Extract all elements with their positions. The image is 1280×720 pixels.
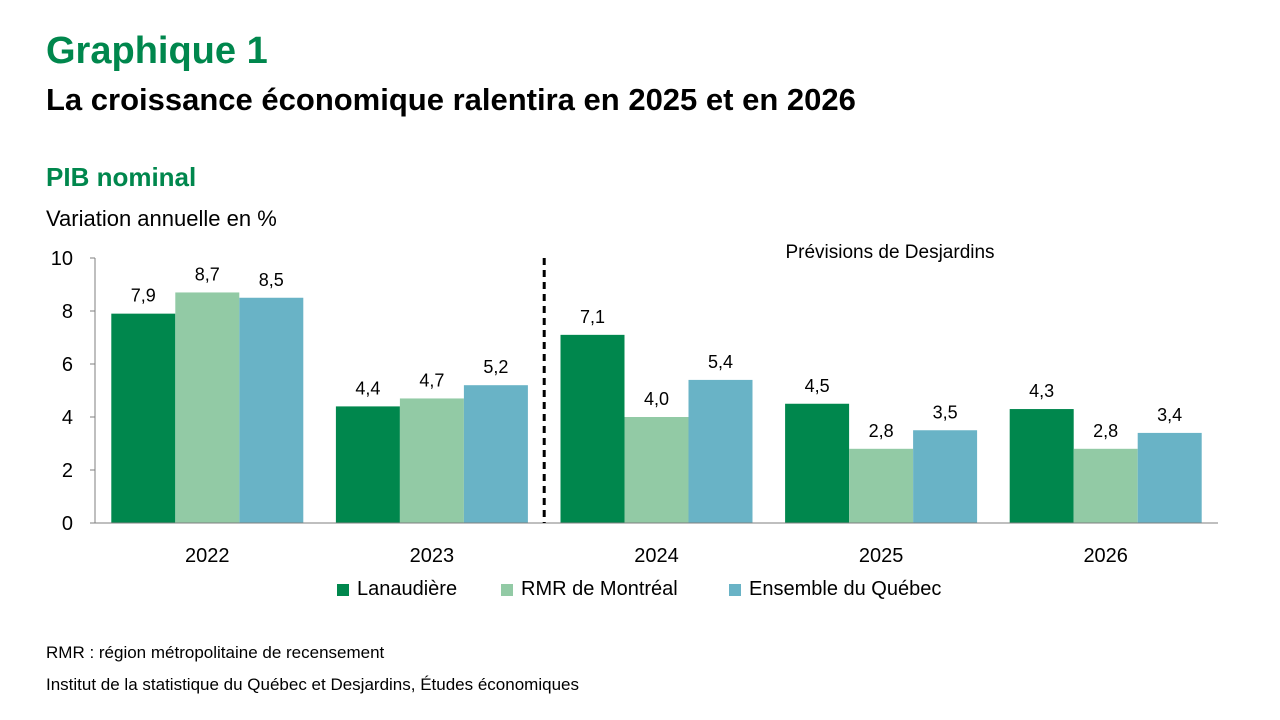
y-tick-label: 10 (51, 248, 73, 270)
data-label: 4,7 (419, 370, 444, 390)
legend-label-lanaudiere: Lanaudière (357, 578, 458, 600)
data-label: 8,5 (259, 270, 284, 290)
legend-item-ensemble-quebec: Ensemble du Québec (729, 578, 941, 601)
bar (688, 379, 753, 523)
bar-chart: 0 2 4 6 8 10 7,9 4,4 7,1 4,5 4,3 8,7 4,7 4,0 2,8 2,8 8,5… (51, 242, 1218, 567)
data-label: 5,2 (483, 357, 508, 377)
bar (1137, 432, 1202, 523)
bar (1073, 448, 1138, 523)
x-tick-label: 2022 (185, 545, 230, 567)
y-tick-label: 0 (62, 513, 73, 535)
y-axis-unit-label: Variation annuelle en % (46, 206, 277, 231)
bar (111, 313, 176, 523)
y-tick-label: 6 (62, 354, 73, 376)
chart-subtitle: PIB nominal (46, 162, 197, 192)
legend-label-ensemble-quebec: Ensemble du Québec (749, 578, 942, 600)
bar (624, 417, 689, 523)
footnote-rmr: RMR : région métropolitaine de recenseme… (46, 643, 385, 662)
chart-kicker: Graphique 1 (46, 30, 268, 72)
y-tick-label: 2 (62, 460, 73, 482)
bar (913, 430, 978, 523)
data-label: 4,4 (355, 378, 380, 398)
legend-label-rmr-montreal: RMR de Montréal (521, 578, 678, 600)
bar (785, 403, 850, 523)
legend-swatch-ensemble-quebec (729, 583, 741, 596)
data-label: 2,8 (869, 421, 894, 441)
data-label: 4,5 (805, 376, 830, 396)
data-label: 4,0 (644, 389, 669, 409)
legend: Lanaudière RMR de Montréal Ensemble du Q… (0, 578, 1280, 608)
chart-title: La croissance économique ralentira en 20… (46, 82, 856, 117)
data-label: 4,3 (1029, 381, 1054, 401)
bar (335, 406, 400, 523)
legend-item-lanaudiere: Lanaudière (337, 578, 457, 601)
data-label: 7,1 (580, 307, 605, 327)
data-label: 7,9 (131, 286, 156, 306)
data-label: 2,8 (1093, 421, 1118, 441)
x-tick-label: 2025 (859, 545, 904, 567)
data-label: 8,7 (195, 264, 220, 284)
bar (399, 398, 464, 523)
forecast-annotation: Prévisions de Desjardins (785, 242, 994, 263)
bar (463, 385, 528, 523)
data-label: 5,4 (708, 352, 733, 372)
x-tick-label: 2024 (634, 545, 679, 567)
legend-swatch-rmr-montreal (501, 583, 513, 596)
bar (849, 448, 914, 523)
bar (1009, 409, 1074, 523)
bar (560, 334, 625, 523)
source-note: Institut de la statistique du Québec et … (46, 675, 579, 694)
data-label: 3,4 (1157, 405, 1182, 425)
y-tick-label: 8 (62, 301, 73, 323)
bar (239, 297, 304, 523)
data-label: 3,5 (933, 402, 958, 422)
bar (175, 292, 240, 523)
x-tick-label: 2023 (410, 545, 455, 567)
legend-item-rmr-montreal: RMR de Montréal (501, 578, 678, 601)
legend-swatch-lanaudiere (337, 583, 349, 596)
x-tick-label: 2026 (1083, 545, 1128, 567)
y-tick-label: 4 (62, 407, 73, 429)
